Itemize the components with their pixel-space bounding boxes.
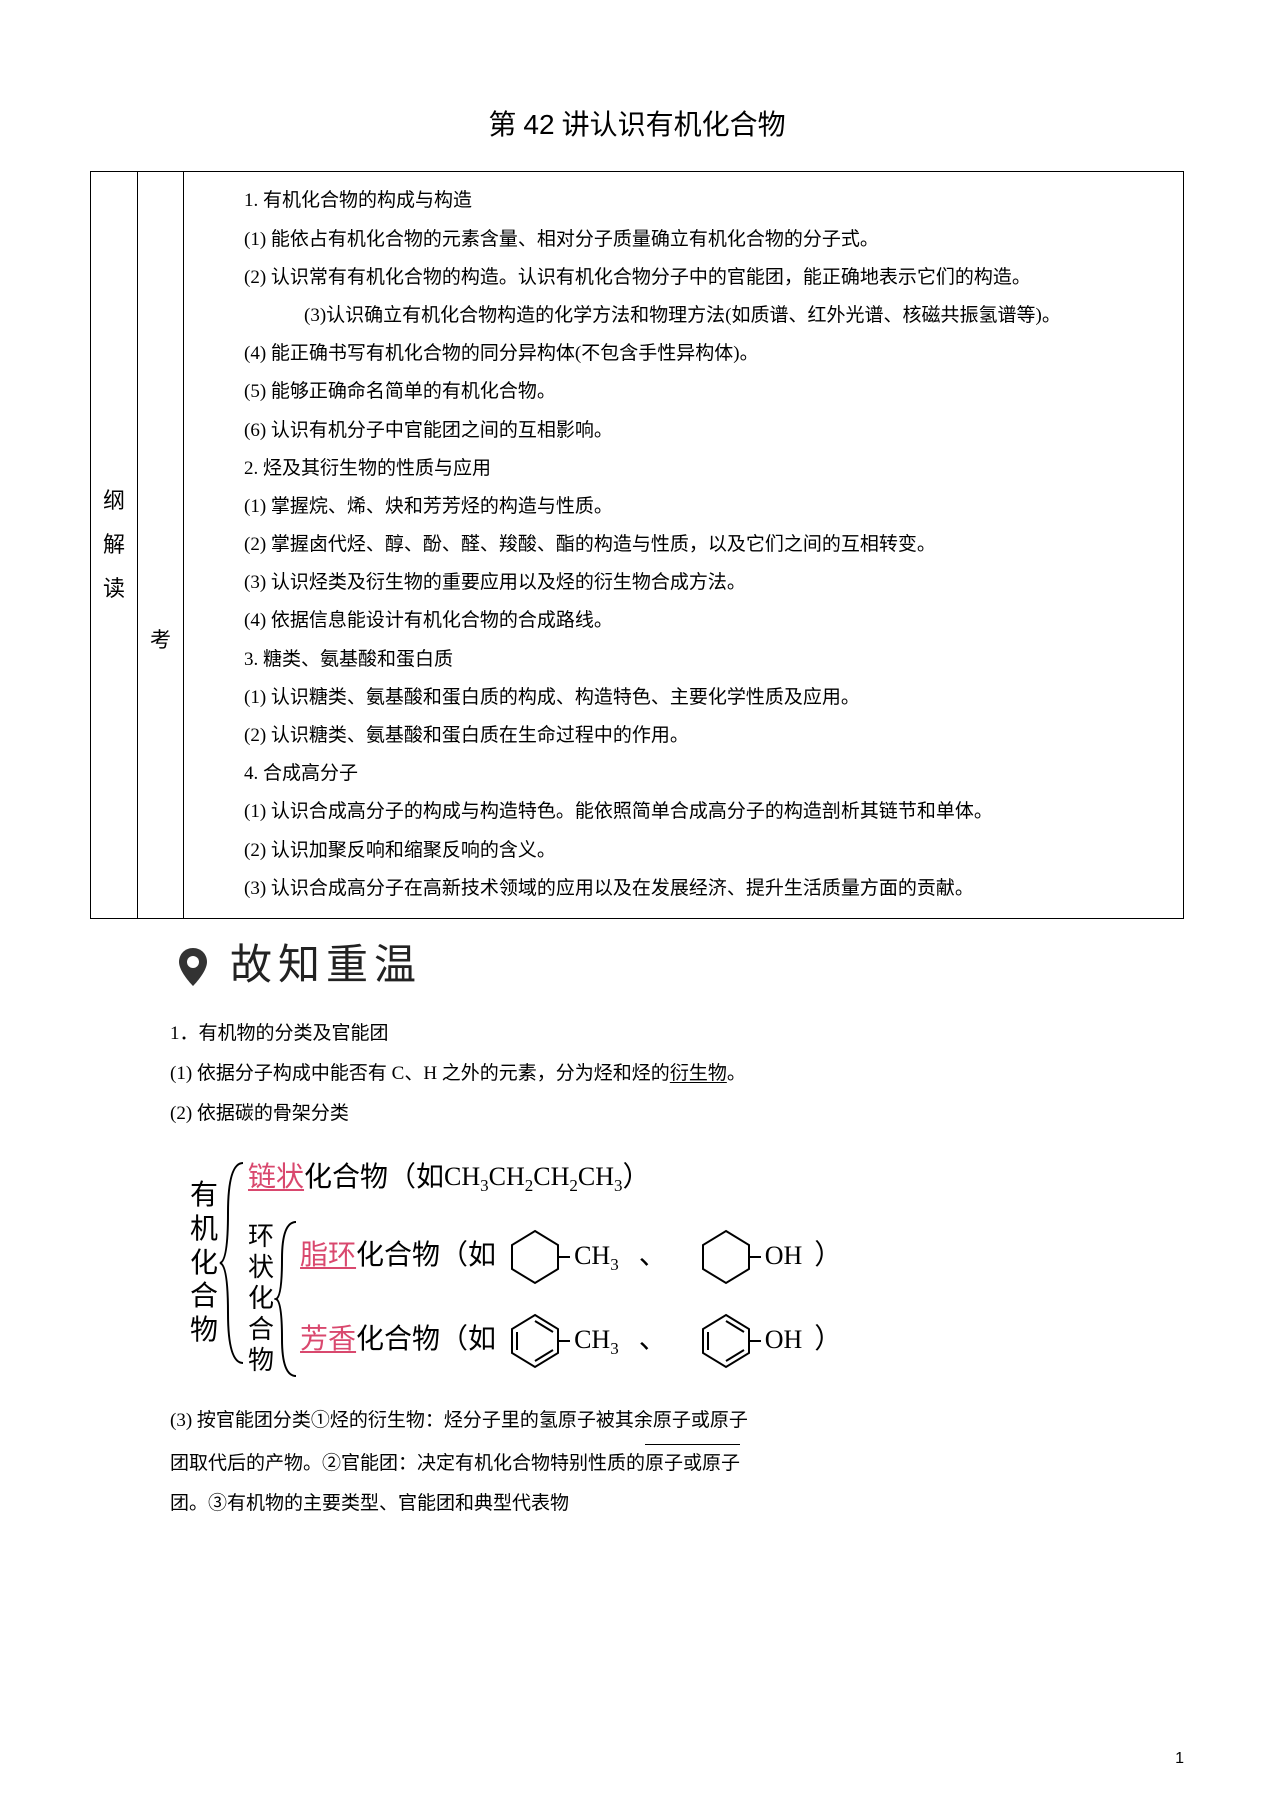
outline-line: (3) 认识烃类及衍生物的重要应用以及烃的衍生物合成方法。 [214, 566, 1163, 600]
ch3-label: CH3 [574, 1317, 619, 1365]
underlined-term: 衍生物 [670, 1063, 727, 1084]
classification-diagram: 有机化合物 链状化合物（如 CH3CH2CH2CH3 ） 环状化合物 [190, 1143, 1184, 1383]
body-line: (2) 依据碳的骨架分类 [170, 1097, 1184, 1131]
outline-line: 3. 糖类、氨基酸和蛋白质 [214, 643, 1163, 677]
location-pin-icon [170, 944, 216, 990]
outline-line: (1) 认识合成高分子的构成与构造特色。能依照简单合成高分子的构造剖析其链节和单… [214, 795, 1163, 829]
diagram-level1: 链状化合物（如 CH3CH2CH2CH3 ） 环状化合物 脂环化合物（如 [248, 1143, 842, 1383]
kao-label-text: 考 [150, 628, 171, 652]
benzene-icon [500, 1309, 570, 1373]
outline-content: 1. 有机化合物的构成与构造 (1) 能依占有机化合物的元素含量、相对分子质量确… [184, 172, 1184, 919]
cyclic-group: 环状化合物 脂环化合物（如 CH3 、 [248, 1214, 842, 1384]
chain-label-rest: 化合物（如 [304, 1153, 444, 1203]
outline-line: 4. 合成高分子 [214, 757, 1163, 791]
body-section: 1．有机物的分类及官能团 (1) 依据分子构成中能否有 C、H 之外的元素，分为… [170, 1017, 1184, 1522]
outline-line: (6) 认识有机分子中官能团之间的互相影响。 [214, 414, 1163, 448]
aromatic-line: 芳香化合物（如 CH3 、 [300, 1309, 842, 1373]
chain-formula: CH3CH2CH2CH3 [444, 1154, 623, 1202]
alicyclic-line: 脂环化合物（如 CH3 、 OH ） [300, 1225, 842, 1289]
chain-label-pink: 链状 [248, 1153, 304, 1203]
cyclic-children: 脂环化合物（如 CH3 、 OH ） [300, 1215, 842, 1383]
text-fragment: (1) 依据分子构成中能否有 C、H 之外的元素，分为烃和烃的 [170, 1063, 670, 1084]
outline-line: 2. 烃及其衍生物的性质与应用 [214, 452, 1163, 486]
outline-line: (2) 认识常有有机化合物的构造。认识有机化合物分子中的官能团，能正确地表示它们… [214, 261, 1163, 295]
oh-label: OH [765, 1233, 803, 1280]
kao-label-cell: 考 [138, 172, 184, 919]
outline-line: 1. 有机化合物的构成与构造 [214, 184, 1163, 218]
close-paren: ） [623, 1153, 651, 1203]
section-banner: 故知重温 [170, 929, 1184, 1005]
close-paren: ） [814, 1315, 842, 1365]
body-line: (3) 按官能团分类①烃的衍生物：烃分子里的氢原子被其余原子或原子 [170, 1404, 1184, 1438]
page-title: 第 42 讲认识有机化合物 [90, 100, 1184, 151]
title-prefix: 第 [488, 110, 523, 141]
page-number: 1 [1175, 1745, 1184, 1774]
outline-line: (3) 认识合成高分子在高新技术领域的应用以及在发展经济、提升生活质量方面的贡献… [214, 872, 1163, 906]
ali-rest: 化合物（如 [356, 1231, 496, 1281]
outline-line: (5) 能够正确命名简单的有机化合物。 [214, 375, 1163, 409]
ch3-label: CH3 [574, 1233, 619, 1281]
text-fragment: 团取代后的产物。②官能团：决定有机化合物特别性质的 [170, 1453, 645, 1474]
outline-line: (4) 能正确书写有机化合物的同分异构体(不包含手性异构体)。 [214, 337, 1163, 371]
body-line: (1) 依据分子构成中能否有 C、H 之外的元素，分为烃和烃的衍生物。 [170, 1057, 1184, 1091]
cyclohexane-icon [691, 1225, 761, 1289]
outline-line: (1) 认识糖类、氨基酸和蛋白质的构成、构造特色、主要化学性质及应用。 [214, 681, 1163, 715]
outline-line: (2) 认识糖类、氨基酸和蛋白质在生命过程中的作用。 [214, 719, 1163, 753]
side-label-cell: 纲解读 [91, 172, 138, 919]
banner-text: 故知重温 [230, 929, 422, 1005]
close-paren: ） [814, 1231, 842, 1281]
text-fragment: 。 [727, 1063, 746, 1084]
outline-line: (2) 掌握卤代烃、醇、酚、醛、羧酸、酯的构造与性质，以及它们之间的互相转变。 [214, 528, 1163, 562]
cyclohexane-icon [500, 1225, 570, 1289]
outline-line: (1) 掌握烷、烯、炔和芳芳烃的构造与性质。 [214, 490, 1163, 524]
outline-line: (3)认识确立有机化合物构造的化学方法和物理方法(如质谱、红外光谱、核磁共振氢谱… [214, 299, 1163, 333]
aro-pink: 芳香 [300, 1315, 356, 1365]
diagram-root-label: 有机化合物 [190, 1179, 218, 1347]
separator: 、 [639, 1315, 667, 1365]
separator: 、 [639, 1231, 667, 1281]
title-num: 42 [523, 109, 554, 140]
side-label-text: 纲解读 [103, 488, 125, 601]
outline-line: (2) 认识加聚反响和缩聚反响的含义。 [214, 834, 1163, 868]
overlined-term: 原子或原子 [645, 1444, 740, 1481]
benzene-icon [691, 1309, 761, 1373]
cyclic-label: 环状化合物 [248, 1221, 274, 1377]
chain-compound-line: 链状化合物（如 CH3CH2CH2CH3 ） [248, 1153, 842, 1203]
body-heading: 1．有机物的分类及官能团 [170, 1017, 1184, 1051]
oh-label: OH [765, 1317, 803, 1364]
brace-icon [274, 1214, 300, 1384]
outline-line: (1) 能依占有机化合物的元素含量、相对分子质量确立有机化合物的分子式。 [214, 223, 1163, 257]
aro-rest: 化合物（如 [356, 1315, 496, 1365]
outline-line: (4) 依据信息能设计有机化合物的合成路线。 [214, 604, 1163, 638]
ali-pink: 脂环 [300, 1231, 356, 1281]
outline-table: 纲解读 考 1. 有机化合物的构成与构造 (1) 能依占有机化合物的元素含量、相… [90, 171, 1184, 919]
body-line: 团。③有机物的主要类型、官能团和典型代表物 [170, 1487, 1184, 1521]
body-line: 团取代后的产物。②官能团：决定有机化合物特别性质的原子或原子 [170, 1444, 1184, 1481]
title-suffix: 讲认识有机化合物 [555, 110, 786, 141]
brace-icon [218, 1153, 248, 1373]
